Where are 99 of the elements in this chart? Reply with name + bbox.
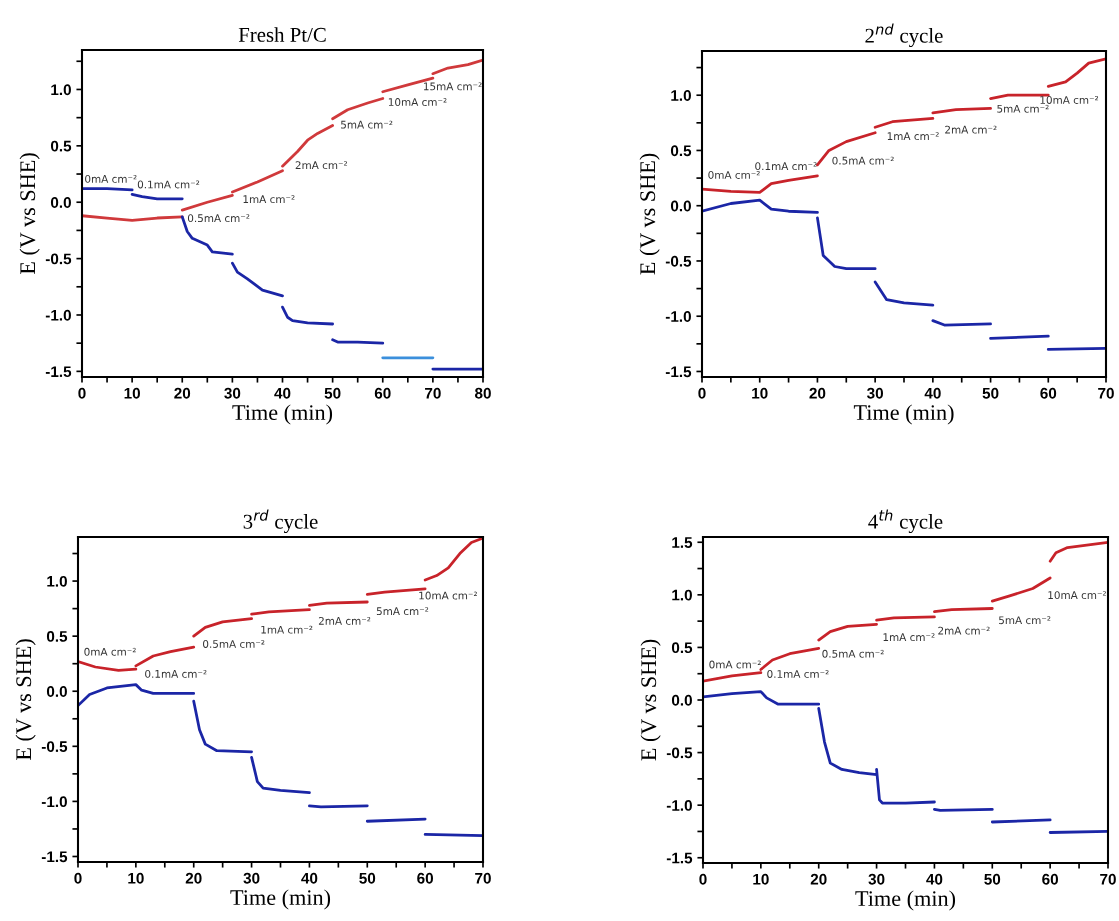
annotation: 0.1mA cm⁻² xyxy=(767,670,829,678)
y-tick-label: -0.5 xyxy=(666,747,693,759)
x-tick-label: 40 xyxy=(926,873,943,885)
annotation: 0mA cm⁻² xyxy=(709,660,761,669)
y-tick-label: 0.5 xyxy=(671,642,693,654)
y-tick-label: -1.0 xyxy=(41,796,67,808)
annotation: 0.1mA cm⁻² xyxy=(137,180,200,189)
chart-title: Fresh Pt/C xyxy=(238,27,326,42)
x-tick-label: 60 xyxy=(374,387,391,399)
y-axis-title: E (V vs SHE) xyxy=(19,153,40,275)
annotation: 0.5mA cm⁻² xyxy=(203,640,265,648)
annotation: 2mA cm⁻² xyxy=(945,125,997,134)
y-tick-label: 0.0 xyxy=(671,694,692,706)
y-tick-label: 0.5 xyxy=(670,145,692,157)
y-tick-label: -1.0 xyxy=(666,800,692,811)
annotation: 0.5mA cm⁻² xyxy=(822,649,884,658)
x-tick-label: 20 xyxy=(185,872,202,884)
x-tick-label: 50 xyxy=(324,387,341,399)
y-tick-label: -1.5 xyxy=(41,851,68,863)
y-tick-label: -0.5 xyxy=(41,741,68,753)
y-tick-label: 0.0 xyxy=(46,686,67,697)
y-tick-label: 0.5 xyxy=(46,631,68,642)
x-tick-label: 50 xyxy=(359,872,376,884)
chart-title: 4$^{th}$ cycle xyxy=(868,509,943,534)
y-axis-title: E (V vs SHE) xyxy=(640,639,661,761)
y-axis-title: E (V vs SHE) xyxy=(639,153,660,275)
x-tick-label: 30 xyxy=(243,872,260,884)
x-tick-label: 20 xyxy=(810,873,827,885)
x-axis-title: Time (min) xyxy=(855,890,956,911)
annotation: 1mA cm⁻² xyxy=(261,625,313,634)
x-tick-label: 40 xyxy=(274,387,291,399)
annotation: 5mA cm⁻² xyxy=(376,607,429,616)
x-tick-label: 60 xyxy=(1042,873,1059,885)
y-axis-title: E (V vs SHE) xyxy=(15,639,36,761)
x-tick-label: 70 xyxy=(1100,873,1116,885)
y-tick-label: 1.0 xyxy=(47,575,67,587)
x-tick-label: 0 xyxy=(698,387,706,399)
chart-title: 3$^{rd}$ cycle xyxy=(243,509,318,534)
x-tick-label: 10 xyxy=(124,387,140,399)
annotation: 0.5mA cm⁻² xyxy=(187,214,250,223)
x-axis-title: Time (min) xyxy=(230,889,331,910)
x-tick-label: 60 xyxy=(1040,387,1057,399)
y-tick-label: 1.0 xyxy=(672,589,692,601)
x-tick-label: 20 xyxy=(174,387,191,399)
x-tick-label: 60 xyxy=(417,872,434,884)
annotation: 0mA cm⁻² xyxy=(708,171,760,179)
annotation: 0.5mA cm⁻² xyxy=(832,156,894,165)
y-tick-label: 1.0 xyxy=(671,90,691,101)
x-tick-label: 30 xyxy=(224,387,241,399)
x-tick-label: 10 xyxy=(128,872,144,884)
annotation: 2mA cm⁻² xyxy=(295,161,348,170)
y-tick-label: -1.0 xyxy=(45,309,71,321)
x-tick-label: 80 xyxy=(474,387,491,399)
y-tick-label: -0.5 xyxy=(45,253,72,265)
annotation: 2mA cm⁻² xyxy=(318,616,371,625)
x-tick-label: 0 xyxy=(699,873,707,885)
x-tick-label: 10 xyxy=(753,873,769,885)
x-tick-label: 70 xyxy=(475,872,491,884)
annotation: 5mA cm⁻² xyxy=(997,104,1049,113)
annotation: 15mA cm⁻² xyxy=(423,82,482,91)
y-tick-label: -1.5 xyxy=(45,366,72,378)
annotation: 0.1mA cm⁻² xyxy=(755,162,817,171)
y-tick-label: 1.5 xyxy=(672,537,693,548)
y-tick-label: 0.0 xyxy=(50,197,71,208)
x-axis-title: Time (min) xyxy=(232,404,333,425)
y-tick-label: -1.5 xyxy=(666,852,693,864)
x-tick-label: 0 xyxy=(78,387,86,399)
x-tick-label: 0 xyxy=(74,872,82,884)
annotation: 0mA cm⁻² xyxy=(85,174,137,183)
x-tick-label: 50 xyxy=(982,387,999,399)
x-tick-label: 30 xyxy=(867,387,884,399)
y-tick-label: -1.5 xyxy=(665,366,692,378)
annotation: 10mA cm⁻² xyxy=(1040,96,1099,104)
annotation: 1mA cm⁻² xyxy=(887,132,939,141)
x-axis-title: Time (min) xyxy=(853,404,954,425)
y-tick-label: -0.5 xyxy=(665,255,692,267)
x-tick-label: 50 xyxy=(984,873,1001,885)
x-tick-label: 30 xyxy=(868,873,885,885)
x-tick-label: 20 xyxy=(809,387,826,399)
x-tick-label: 70 xyxy=(425,387,441,399)
x-tick-label: 10 xyxy=(752,387,768,399)
annotation: 0mA cm⁻² xyxy=(84,647,136,656)
y-tick-label: 0.5 xyxy=(50,140,72,152)
y-tick-label: -1.0 xyxy=(665,311,691,322)
y-tick-label: 0.0 xyxy=(670,200,691,212)
y-tick-label: 1.0 xyxy=(51,84,71,96)
x-tick-label: 40 xyxy=(301,872,318,884)
annotation: 10mA cm⁻² xyxy=(1048,591,1106,600)
x-tick-label: 70 xyxy=(1098,387,1114,399)
annotation: 10mA cm⁻² xyxy=(388,98,447,106)
annotation: 10mA cm⁻² xyxy=(419,591,477,600)
chart-title: 2$^{nd}$ cycle xyxy=(865,23,943,48)
annotation: 2mA cm⁻² xyxy=(938,626,990,635)
annotation: 0.1mA cm⁻² xyxy=(145,669,207,678)
annotation: 5mA cm⁻² xyxy=(341,120,393,129)
annotation: 1mA cm⁻² xyxy=(883,633,935,642)
annotation: 5mA cm⁻² xyxy=(999,616,1051,625)
x-tick-label: 40 xyxy=(924,387,941,399)
annotation: 1mA cm⁻² xyxy=(243,195,295,204)
